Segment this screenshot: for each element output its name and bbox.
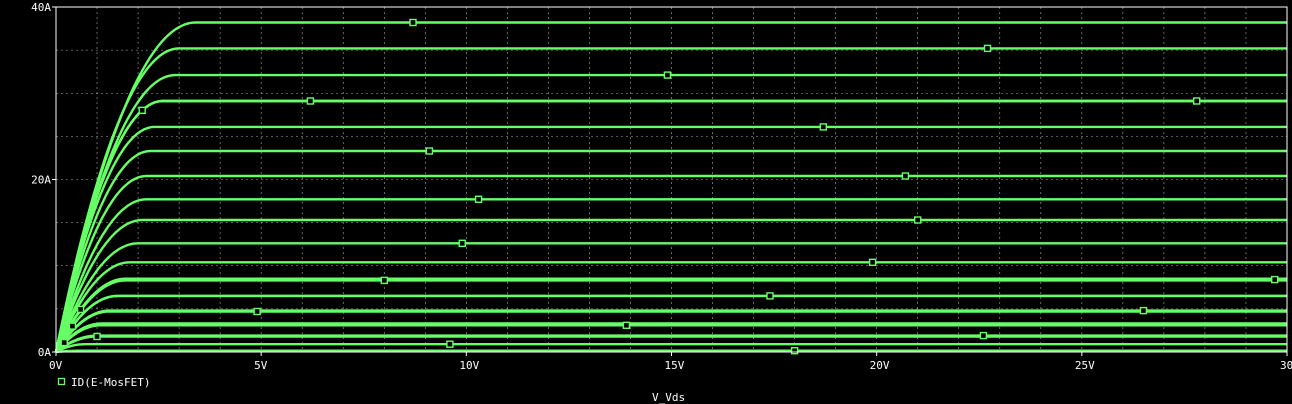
x-tick-label: 10V bbox=[459, 359, 479, 372]
data-point-marker bbox=[1192, 97, 1201, 105]
series-line bbox=[54, 242, 1287, 353]
data-point-marker bbox=[766, 292, 774, 300]
data-point-marker bbox=[60, 338, 68, 347]
data-point-marker bbox=[663, 71, 672, 79]
y-tick-label: 40A bbox=[31, 1, 51, 14]
x-tick-label: 5V bbox=[254, 359, 268, 372]
series-line bbox=[55, 334, 1287, 353]
legend-marker-icon bbox=[57, 377, 66, 386]
data-point-marker bbox=[474, 195, 483, 204]
x-tick-label: 15V bbox=[665, 359, 685, 372]
data-point-marker bbox=[819, 123, 827, 131]
series-line bbox=[54, 294, 1287, 353]
data-marker-group bbox=[60, 18, 1279, 355]
data-point-marker bbox=[68, 322, 77, 330]
data-point-marker bbox=[138, 106, 146, 115]
x-tick-label: 0V bbox=[49, 359, 63, 372]
data-point-marker bbox=[425, 147, 434, 155]
tick-labels: 0V 5V 10V 15V 20V 25V 30V 0A 20A 40A bbox=[31, 1, 1292, 372]
grid bbox=[56, 7, 1287, 352]
data-point-marker bbox=[253, 307, 261, 316]
x-tick-label: 30V bbox=[1280, 359, 1292, 372]
series-line bbox=[54, 174, 1287, 353]
data-point-marker bbox=[93, 332, 101, 341]
data-point-marker bbox=[983, 44, 992, 53]
y-tick-label: 0A bbox=[38, 346, 52, 359]
x-axis-label: V_Vds bbox=[652, 391, 685, 404]
plot-frame bbox=[52, 6, 1288, 356]
data-point-marker bbox=[1139, 306, 1148, 315]
data-series-group bbox=[54, 21, 1287, 354]
data-point-marker bbox=[790, 347, 799, 355]
series-line bbox=[54, 218, 1287, 353]
data-point-marker bbox=[1270, 275, 1279, 284]
data-point-marker bbox=[622, 321, 631, 329]
legend: ID(E-MosFET) bbox=[57, 376, 150, 389]
legend-label: ID(E-MosFET) bbox=[71, 376, 150, 389]
x-tick-label: 25V bbox=[1075, 359, 1095, 372]
data-point-marker bbox=[446, 340, 454, 348]
data-point-marker bbox=[979, 331, 988, 340]
x-tick-label: 20V bbox=[870, 359, 890, 372]
series-line bbox=[54, 198, 1287, 353]
series-line bbox=[54, 277, 1287, 353]
data-point-marker bbox=[76, 305, 85, 314]
data-point-marker bbox=[901, 172, 910, 180]
data-point-marker bbox=[868, 258, 877, 266]
series-line bbox=[54, 21, 1287, 353]
data-point-marker bbox=[914, 216, 922, 224]
series-line bbox=[54, 149, 1287, 353]
data-point-marker bbox=[380, 276, 388, 285]
data-point-marker bbox=[409, 18, 417, 27]
data-point-marker bbox=[458, 239, 466, 248]
data-point-marker bbox=[306, 97, 315, 105]
y-tick-label: 20A bbox=[31, 174, 51, 187]
